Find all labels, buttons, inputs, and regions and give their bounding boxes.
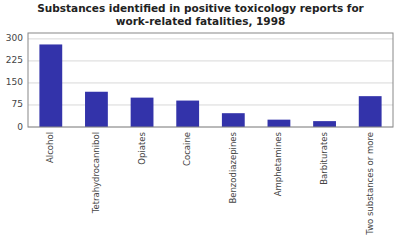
x-tick-label: Tetrahydrocannibol [91, 132, 101, 214]
bar [313, 121, 336, 127]
y-tick-label: 75 [12, 99, 23, 109]
x-tick-label: Benzodiazepines [228, 131, 238, 203]
bar [131, 98, 154, 127]
grid-line [28, 38, 393, 39]
grid-line [28, 104, 393, 105]
x-tick-label: Alcohol [45, 132, 55, 163]
y-tick-label: 300 [6, 33, 23, 43]
bar [359, 96, 382, 127]
x-tick-label: Two substances or more [365, 132, 375, 236]
grid-line [28, 82, 393, 83]
bar [176, 101, 199, 127]
bar [85, 92, 108, 127]
plot-frame [28, 33, 393, 127]
grid-line [28, 60, 393, 61]
bar [39, 44, 62, 127]
x-tick-label: Opiates [137, 131, 147, 164]
bar [222, 113, 245, 127]
chart: Substances identified in positive toxico… [0, 0, 401, 238]
x-tick-label: Cocaine [182, 132, 192, 166]
title-line: work-related fatalities, 1998 [116, 15, 286, 27]
y-tick-label: 150 [6, 77, 23, 87]
y-tick-label: 225 [6, 55, 23, 65]
x-tick-label: Amphetamines [273, 131, 283, 196]
bar [268, 120, 291, 127]
bars [39, 44, 381, 127]
x-tick-label: Barbiturates [319, 131, 329, 184]
title-line: Substances identified in positive toxico… [37, 2, 364, 14]
title: Substances identified in positive toxico… [37, 2, 364, 27]
y-tick-label: 0 [17, 122, 23, 132]
